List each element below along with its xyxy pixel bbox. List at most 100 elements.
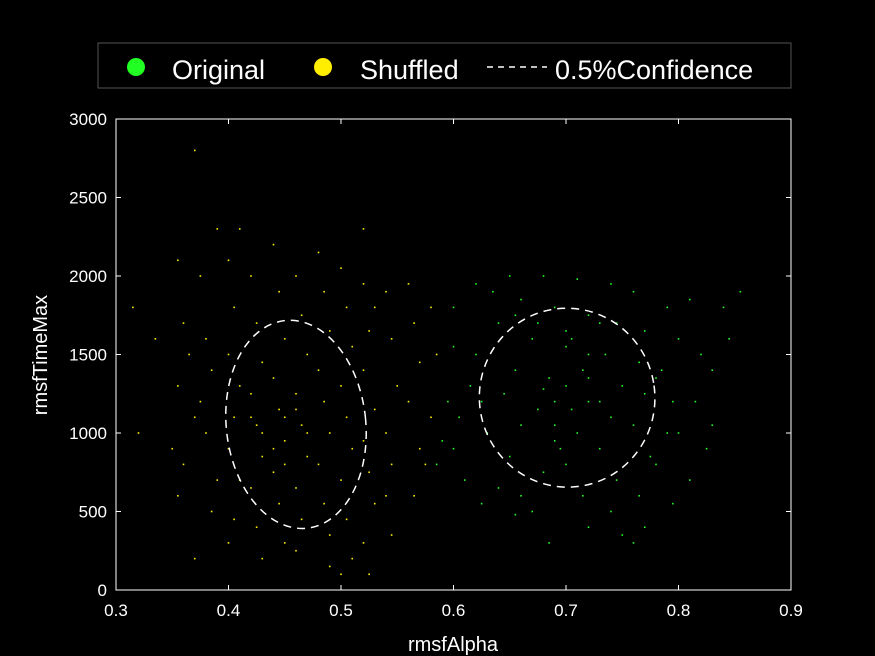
point-original xyxy=(621,534,624,536)
point-shuffled xyxy=(390,338,393,340)
point-shuffled xyxy=(182,463,185,466)
point-shuffled xyxy=(368,471,370,474)
point-original xyxy=(711,424,714,426)
point-shuffled xyxy=(193,557,196,560)
point-shuffled xyxy=(340,267,342,269)
point-original xyxy=(587,314,590,317)
point-shuffled xyxy=(300,518,303,521)
legend-label-original: Original xyxy=(172,55,265,85)
point-shuffled xyxy=(272,447,275,450)
point-shuffled xyxy=(272,377,275,379)
x-axis-label: rmsfAlpha xyxy=(408,634,499,656)
point-original xyxy=(649,455,652,458)
point-shuffled xyxy=(323,400,325,403)
point-original xyxy=(565,463,567,466)
point-original xyxy=(621,385,624,387)
point-original xyxy=(576,432,579,434)
point-shuffled xyxy=(250,392,252,395)
point-shuffled xyxy=(278,290,280,293)
point-shuffled xyxy=(317,369,320,371)
point-shuffled xyxy=(430,416,432,419)
point-shuffled xyxy=(233,416,235,419)
point-original xyxy=(598,400,601,403)
point-shuffled xyxy=(193,149,196,152)
point-original xyxy=(452,306,455,309)
point-original xyxy=(672,502,674,505)
point-original xyxy=(458,416,460,419)
point-shuffled xyxy=(154,338,157,340)
point-original xyxy=(604,353,607,356)
point-original xyxy=(677,432,680,434)
point-shuffled xyxy=(328,432,331,434)
point-shuffled xyxy=(306,455,309,458)
point-original xyxy=(514,314,517,317)
point-shuffled xyxy=(407,400,410,403)
point-original xyxy=(497,322,500,324)
point-shuffled xyxy=(261,432,264,434)
point-shuffled xyxy=(283,542,286,544)
point-shuffled xyxy=(283,440,286,442)
point-original xyxy=(739,290,742,293)
point-original xyxy=(688,298,691,301)
point-shuffled xyxy=(283,463,286,466)
point-original xyxy=(598,322,601,324)
point-shuffled xyxy=(306,353,309,356)
point-shuffled xyxy=(132,306,134,309)
x-axis-ticks: 0.3 0.4 0.5 0.6 0.7 0.8 0.9 xyxy=(104,119,803,620)
point-original xyxy=(520,298,522,301)
point-original xyxy=(700,353,702,356)
point-original xyxy=(638,361,640,364)
legend-entry-original: Original xyxy=(127,55,265,85)
point-original xyxy=(447,400,449,403)
point-original xyxy=(610,283,612,285)
point-shuffled xyxy=(300,314,303,317)
y-tick-label: 2500 xyxy=(69,189,107,208)
y-tick-label: 1000 xyxy=(69,424,107,443)
point-shuffled xyxy=(227,259,230,262)
point-original xyxy=(570,338,573,340)
point-shuffled xyxy=(418,361,421,364)
point-original xyxy=(598,447,601,450)
point-shuffled xyxy=(177,259,179,262)
point-original xyxy=(497,487,500,489)
point-shuffled xyxy=(385,432,387,434)
point-shuffled xyxy=(351,447,354,450)
point-shuffled xyxy=(362,440,365,442)
point-shuffled xyxy=(216,479,219,481)
point-shuffled xyxy=(283,416,286,419)
point-shuffled xyxy=(193,416,196,419)
point-shuffled xyxy=(283,338,286,340)
x-tick-label: 0.5 xyxy=(329,601,353,620)
point-shuffled xyxy=(238,228,241,230)
point-shuffled xyxy=(227,447,230,450)
point-shuffled xyxy=(272,471,275,474)
point-shuffled xyxy=(295,487,297,489)
point-shuffled xyxy=(362,228,365,230)
point-original xyxy=(660,369,663,371)
point-original xyxy=(565,385,567,387)
point-shuffled xyxy=(278,502,280,505)
point-shuffled xyxy=(255,424,258,426)
point-shuffled xyxy=(306,432,309,434)
point-original xyxy=(643,526,646,528)
point-shuffled xyxy=(340,479,342,481)
legend-label-confidence: 0.5%Confidence xyxy=(555,55,753,85)
point-shuffled xyxy=(177,495,179,497)
point-shuffled xyxy=(345,518,348,521)
point-original xyxy=(582,369,584,371)
y-tick-label: 3000 xyxy=(69,110,107,129)
point-shuffled xyxy=(205,338,207,340)
point-shuffled xyxy=(328,534,331,536)
point-original xyxy=(705,447,708,450)
point-original xyxy=(632,424,635,426)
point-original xyxy=(441,440,444,442)
point-original xyxy=(694,400,697,403)
point-shuffled xyxy=(317,463,320,466)
point-shuffled xyxy=(373,408,376,411)
point-original xyxy=(480,502,483,505)
point-shuffled xyxy=(205,432,207,434)
point-original xyxy=(475,353,477,356)
x-tick-label: 0.9 xyxy=(779,601,803,620)
point-original xyxy=(587,353,590,356)
